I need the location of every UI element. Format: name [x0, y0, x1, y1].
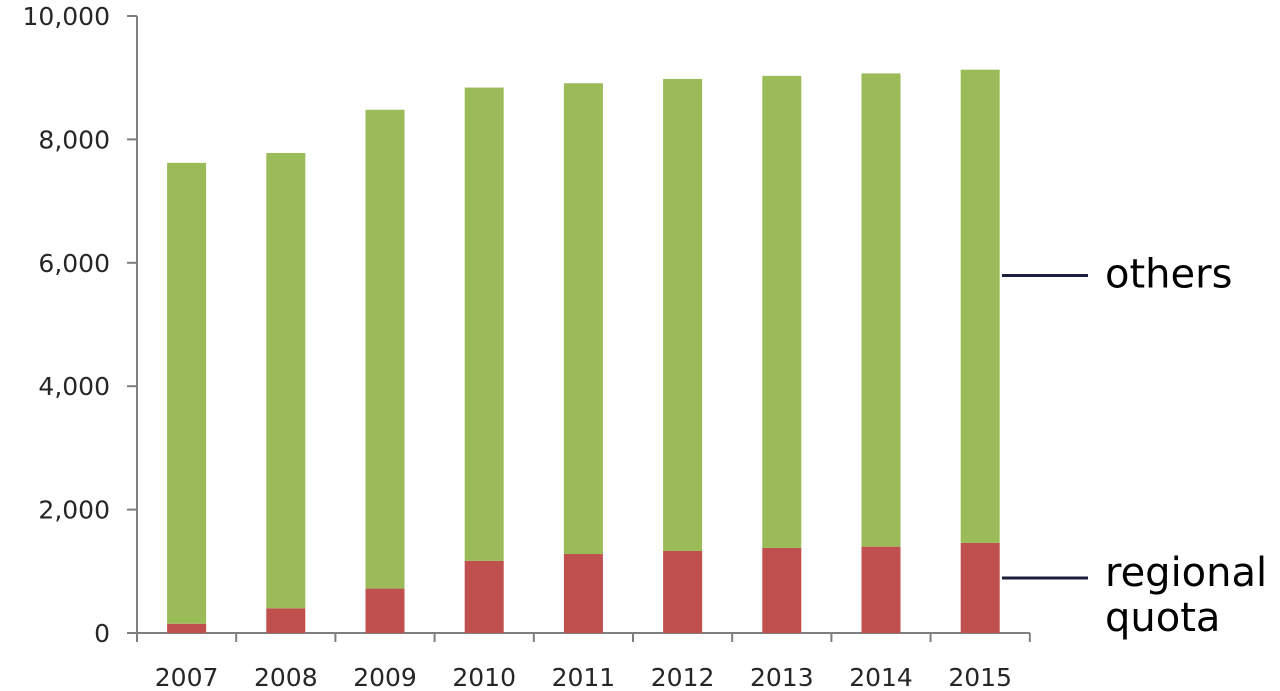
bar-others-2007: [167, 162, 207, 624]
x-axis: 2007 2008 2009 2010 2011 2012 2013 2014 2015: [136, 632, 1031, 691]
x-tick-label: 2008: [254, 663, 318, 691]
y-axis: 0 2,000 4,000 6,000 8,000 10,000: [23, 2, 138, 648]
bar-others-2009: [365, 109, 405, 589]
bar-regional-quota-2008: [266, 608, 306, 633]
y-tick-label: 4,000: [38, 372, 110, 401]
x-tick-label: 2009: [353, 663, 417, 691]
bar-regional-quota-2011: [563, 554, 603, 633]
legend-label-others: others: [1105, 252, 1232, 298]
bar-regional-quota-2009: [365, 588, 405, 633]
bar-others-2015: [960, 69, 1000, 543]
x-tick-label: 2011: [552, 663, 616, 691]
y-tick-label: 8,000: [38, 125, 110, 154]
x-tick-label: 2013: [750, 663, 814, 691]
x-tick-label: 2015: [948, 663, 1012, 691]
y-tick-label: 2,000: [38, 496, 110, 525]
x-tick-label: 2010: [452, 663, 516, 691]
x-tick-label: 2012: [651, 663, 715, 691]
bar-others-2011: [563, 83, 603, 555]
bar-others-2012: [663, 78, 703, 551]
bar-others-2013: [762, 75, 802, 548]
x-tick-label: 2007: [155, 663, 219, 691]
bar-regional-quota-2007: [167, 623, 207, 633]
y-tick-label: 0: [94, 619, 110, 648]
x-tick-label: 2014: [849, 663, 913, 691]
legend-label-regional-quota: regional: [1105, 550, 1267, 596]
bar-regional-quota-2010: [464, 560, 504, 633]
y-tick-label: 6,000: [38, 249, 110, 278]
y-tick-label: 10,000: [23, 2, 110, 31]
bar-regional-quota-2015: [960, 542, 1000, 633]
bars: [167, 69, 1000, 633]
legend-label-regional-quota: quota: [1105, 595, 1220, 641]
bar-regional-quota-2014: [861, 546, 901, 633]
bar-regional-quota-2012: [663, 550, 703, 633]
bar-others-2014: [861, 73, 901, 547]
bar-others-2008: [266, 152, 306, 609]
bar-regional-quota-2013: [762, 547, 802, 633]
bar-others-2010: [464, 87, 504, 561]
